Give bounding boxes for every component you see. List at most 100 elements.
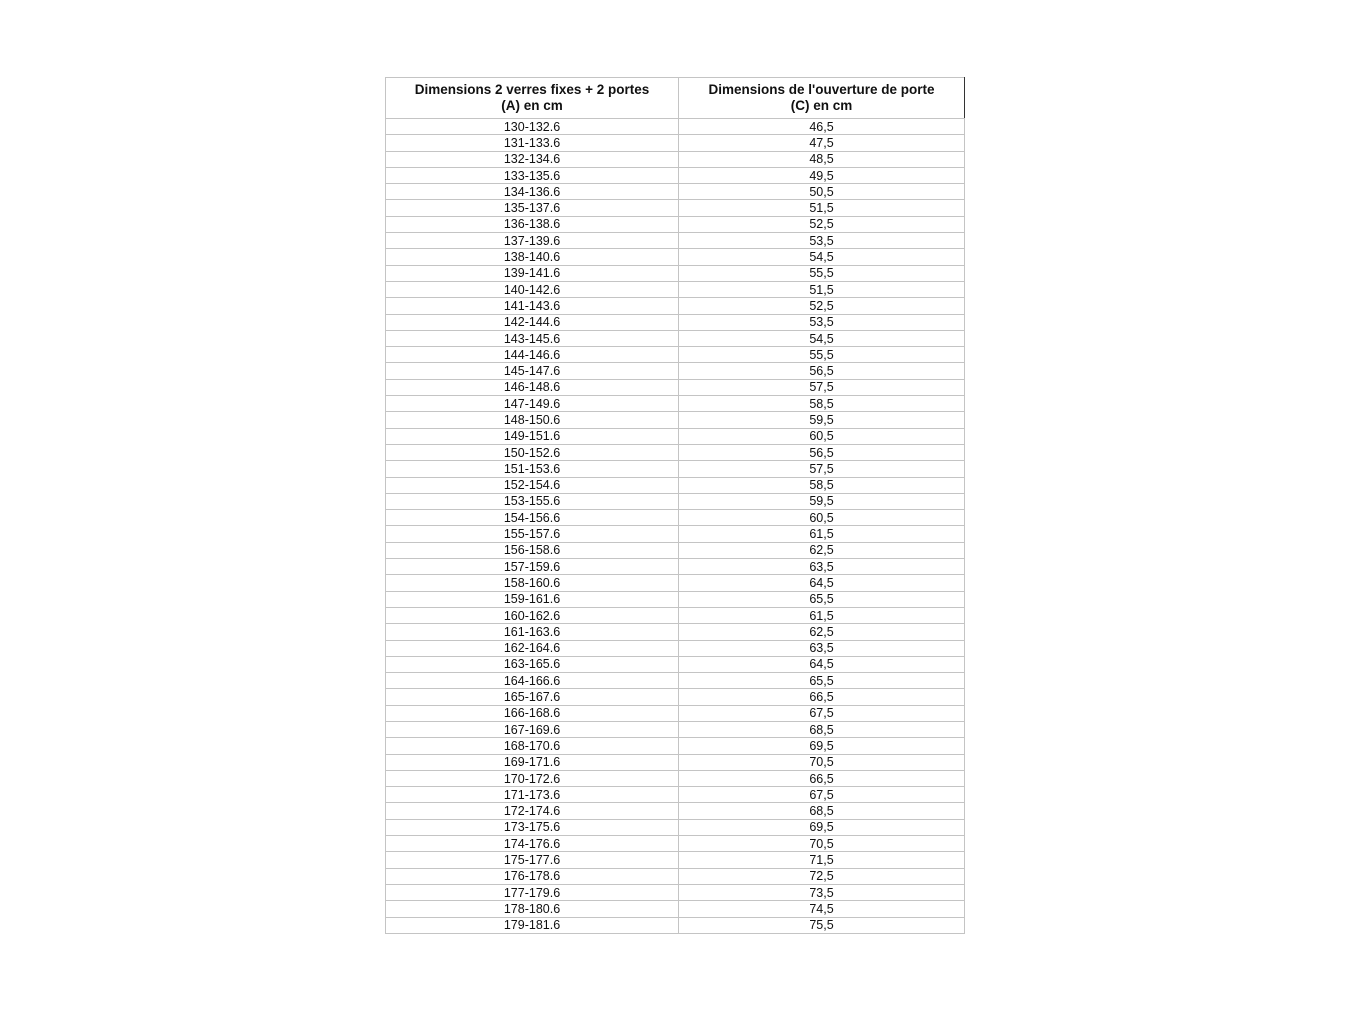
- table-row: 176-178.6 72,5: [385, 867, 965, 885]
- door-opening-c-cell: 52,5: [678, 297, 965, 315]
- table-row: 165-167.6 66,5: [385, 688, 965, 706]
- table-row: 158-160.6 64,5: [385, 574, 965, 592]
- dimension-a-cell: 159-161.6: [385, 590, 679, 608]
- table-row: 172-174.6 68,5: [385, 802, 965, 820]
- door-opening-c-cell: 70,5: [678, 753, 965, 771]
- table-row: 152-154.6 58,5: [385, 476, 965, 494]
- table-row: 161-163.6 62,5: [385, 623, 965, 641]
- dimension-a-cell: 166-168.6: [385, 704, 679, 722]
- table-row: 163-165.6 64,5: [385, 655, 965, 674]
- door-opening-c-cell: 63,5: [678, 639, 965, 657]
- table-row: 179-181.6 75,5: [385, 916, 965, 934]
- table-row: 136-138.6 52,5: [385, 215, 965, 234]
- table-row: 146-148.6 57,5: [385, 378, 965, 397]
- door-opening-c-cell: 57,5: [678, 460, 965, 478]
- door-opening-c-cell: 68,5: [678, 720, 965, 739]
- table-row: 168-170.6 69,5: [385, 737, 965, 755]
- dimension-a-cell: 144-146.6: [385, 346, 679, 364]
- table-row: 151-153.6 57,5: [385, 460, 965, 478]
- door-opening-c-cell: 58,5: [678, 476, 965, 494]
- dimension-a-cell: 152-154.6: [385, 476, 679, 494]
- dimension-a-cell: 149-151.6: [385, 427, 679, 445]
- door-opening-c-cell: 62,5: [678, 623, 965, 641]
- dimension-a-cell: 131-133.6: [385, 134, 679, 152]
- door-opening-c-cell: 51,5: [678, 199, 965, 217]
- door-opening-c-cell: 73,5: [678, 883, 965, 902]
- door-opening-c-cell: 58,5: [678, 395, 965, 413]
- dimension-a-cell: 161-163.6: [385, 623, 679, 641]
- table-row: 178-180.6 74,5: [385, 900, 965, 918]
- door-opening-c-cell: 64,5: [678, 655, 965, 674]
- table-row: 155-157.6 61,5: [385, 525, 965, 543]
- table-row: 159-161.6 65,5: [385, 590, 965, 608]
- door-opening-c-cell: 57,5: [678, 378, 965, 397]
- door-opening-c-cell: 53,5: [678, 232, 965, 250]
- dimension-a-cell: 165-167.6: [385, 688, 679, 706]
- door-opening-c-cell: 50,5: [678, 183, 965, 201]
- dimension-a-cell: 174-176.6: [385, 835, 679, 853]
- header-a-line1: Dimensions 2 verres fixes + 2 portes: [414, 82, 650, 97]
- table-row: 160-162.6 61,5: [385, 606, 965, 625]
- dimension-a-cell: 162-164.6: [385, 639, 679, 657]
- dimension-a-cell: 142-144.6: [385, 313, 679, 331]
- header-dimensions-a: Dimensions 2 verres fixes + 2 portes (A)…: [385, 77, 679, 119]
- dimension-a-cell: 156-158.6: [385, 541, 679, 560]
- table-row: 149-151.6 60,5: [385, 427, 965, 445]
- table-row: 153-155.6 59,5: [385, 492, 965, 511]
- door-opening-c-cell: 64,5: [678, 574, 965, 592]
- dimension-a-cell: 175-177.6: [385, 851, 679, 869]
- door-opening-c-cell: 61,5: [678, 606, 965, 625]
- door-opening-c-cell: 74,5: [678, 900, 965, 918]
- door-opening-c-cell: 59,5: [678, 411, 965, 429]
- table-row: 140-142.6 51,5: [385, 280, 965, 299]
- dimension-a-cell: 170-172.6: [385, 769, 679, 788]
- table-row: 169-171.6 70,5: [385, 753, 965, 771]
- table-row: 131-133.6 47,5: [385, 134, 965, 152]
- table-row: 133-135.6 49,5: [385, 166, 965, 185]
- dimension-a-cell: 143-145.6: [385, 329, 679, 348]
- door-opening-c-cell: 54,5: [678, 329, 965, 348]
- table-row: 130-132.6 46,5: [385, 117, 965, 136]
- door-opening-c-cell: 49,5: [678, 166, 965, 185]
- dimension-a-cell: 140-142.6: [385, 280, 679, 299]
- door-opening-c-cell: 62,5: [678, 541, 965, 560]
- dimension-a-cell: 138-140.6: [385, 248, 679, 266]
- door-opening-c-cell: 67,5: [678, 704, 965, 722]
- dimension-a-cell: 150-152.6: [385, 443, 679, 462]
- dimension-a-cell: 134-136.6: [385, 183, 679, 201]
- door-opening-c-cell: 60,5: [678, 427, 965, 445]
- dimension-a-cell: 136-138.6: [385, 215, 679, 234]
- header-c-line2: (C) en cm: [790, 98, 853, 113]
- door-opening-c-cell: 70,5: [678, 835, 965, 853]
- table-row: 177-179.6 73,5: [385, 883, 965, 902]
- door-opening-c-cell: 56,5: [678, 443, 965, 462]
- table-row: 162-164.6 63,5: [385, 639, 965, 657]
- header-door-opening-c: Dimensions de l'ouverture de porte (C) e…: [678, 77, 965, 119]
- door-opening-c-cell: 63,5: [678, 558, 965, 576]
- table-row: 143-145.6 54,5: [385, 329, 965, 348]
- table-row: 150-152.6 56,5: [385, 443, 965, 462]
- header-a-line2: (A) en cm: [501, 98, 563, 113]
- dimension-a-cell: 168-170.6: [385, 737, 679, 755]
- table-row: 147-149.6 58,5: [385, 395, 965, 413]
- dimension-a-cell: 173-175.6: [385, 818, 679, 837]
- dimension-a-cell: 154-156.6: [385, 509, 679, 527]
- dimension-a-cell: 171-173.6: [385, 786, 679, 804]
- door-opening-c-cell: 60,5: [678, 509, 965, 527]
- dimension-a-cell: 160-162.6: [385, 606, 679, 625]
- table-row: 138-140.6 54,5: [385, 248, 965, 266]
- door-opening-c-cell: 48,5: [678, 150, 965, 168]
- table-row: 134-136.6 50,5: [385, 183, 965, 201]
- table-row: 137-139.6 53,5: [385, 232, 965, 250]
- table-row: 148-150.6 59,5: [385, 411, 965, 429]
- table-row: 174-176.6 70,5: [385, 835, 965, 853]
- door-opening-c-cell: 61,5: [678, 525, 965, 543]
- dimension-a-cell: 132-134.6: [385, 150, 679, 168]
- dimension-a-cell: 130-132.6: [385, 117, 679, 136]
- door-opening-c-cell: 75,5: [678, 916, 965, 934]
- door-opening-c-cell: 69,5: [678, 818, 965, 837]
- door-opening-c-cell: 69,5: [678, 737, 965, 755]
- door-opening-c-cell: 68,5: [678, 802, 965, 820]
- door-opening-c-cell: 51,5: [678, 280, 965, 299]
- header-row: Dimensions 2 verres fixes + 2 portes (A)…: [385, 77, 965, 119]
